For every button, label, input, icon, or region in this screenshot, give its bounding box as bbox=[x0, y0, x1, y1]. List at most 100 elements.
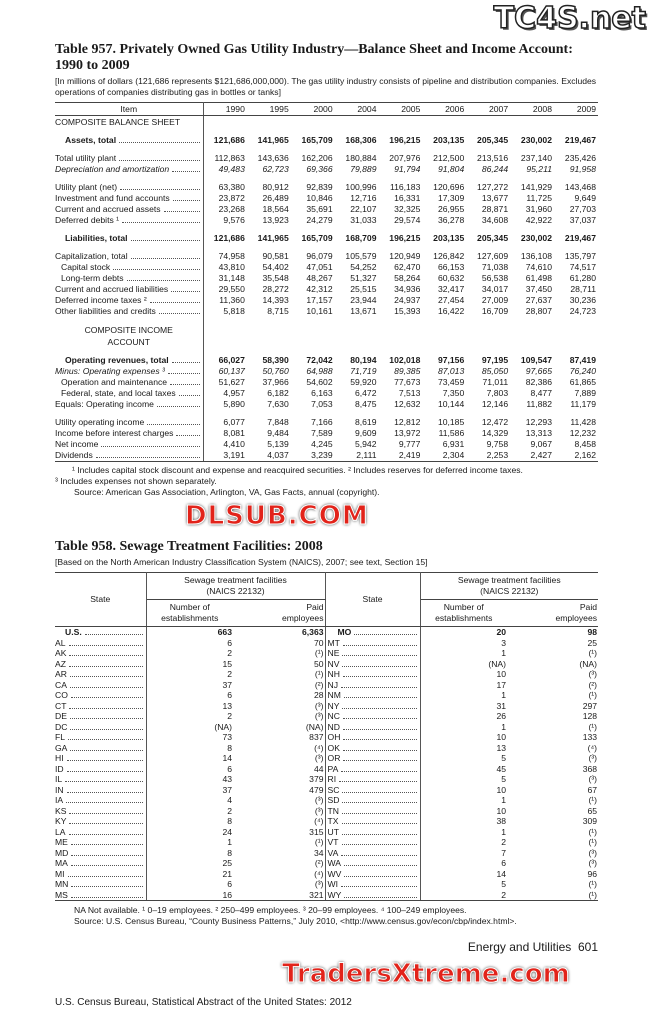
value-cell: 17,157 bbox=[306, 295, 333, 305]
leader-dots bbox=[341, 827, 417, 835]
value-cell: 61,280 bbox=[569, 273, 596, 283]
value-cell: 74,610 bbox=[525, 262, 552, 272]
value-cell bbox=[335, 116, 379, 129]
value-cell: 80,194 bbox=[350, 355, 377, 365]
label-with-leader: OK bbox=[328, 743, 420, 754]
value-cell: 42,312 bbox=[306, 284, 333, 294]
value-cell: 127,609 bbox=[477, 251, 509, 261]
value-cell: 17,309 bbox=[437, 193, 465, 203]
value-cell: 121,686 bbox=[213, 135, 245, 145]
value-cell: 100,996 bbox=[345, 182, 377, 192]
row-label-cell bbox=[55, 175, 204, 182]
table-958-footnote: NA Not available. ¹ 0–19 employees. ² 25… bbox=[74, 905, 467, 915]
row-label-cell: Dividends bbox=[55, 450, 204, 462]
leader-dots bbox=[178, 388, 200, 396]
value-cell: 8,458 bbox=[574, 439, 596, 449]
row-label: NJ bbox=[327, 679, 339, 690]
empty-cell bbox=[510, 146, 554, 153]
value-cell: 7,630 bbox=[267, 399, 289, 409]
empty-cell bbox=[554, 226, 598, 233]
leader-dots bbox=[69, 806, 143, 814]
row-label: WV bbox=[327, 868, 342, 879]
establishments-cell: 2 bbox=[227, 805, 232, 816]
state-cell: LA bbox=[55, 826, 147, 838]
value-cell bbox=[466, 324, 510, 348]
label-with-leader: TN bbox=[328, 806, 420, 817]
row-label: ND bbox=[327, 721, 340, 732]
value-cell: 16,422 bbox=[437, 306, 465, 316]
value-cell: 26,489 bbox=[262, 193, 289, 203]
label-with-leader: VT bbox=[328, 837, 420, 848]
value-cell: 36,278 bbox=[437, 215, 465, 225]
empty-cell bbox=[510, 244, 554, 251]
row-label-cell: Utility plant (net) bbox=[55, 182, 204, 193]
employees-cell: (¹) bbox=[507, 889, 599, 901]
group-header-left: Sewage treatment facilities (NAICS 22132… bbox=[146, 572, 326, 600]
row-label: VT bbox=[327, 837, 339, 847]
value-cell: 102,018 bbox=[389, 355, 421, 365]
value-cell: 230,002 bbox=[520, 135, 552, 145]
establishments-cell: 16 bbox=[146, 889, 233, 901]
label-with-leader: LA bbox=[55, 827, 145, 838]
row-label: AL bbox=[55, 637, 66, 648]
state-cell: CT bbox=[55, 700, 147, 711]
row-label-cell: Income before interest charges bbox=[55, 428, 204, 439]
label-with-leader: NM bbox=[328, 690, 420, 701]
table-row: MN 6 (³) WI 5 (¹) bbox=[55, 879, 598, 890]
value-cell: 11,882 bbox=[526, 399, 552, 409]
value-cell: 61,865 bbox=[569, 377, 596, 387]
row-label-cell: Deferred income taxes ² bbox=[55, 295, 204, 306]
value-cell: 49,483 bbox=[218, 164, 245, 174]
establishments-cell: 2 bbox=[227, 669, 232, 679]
label-with-leader: Total utility plant bbox=[55, 153, 202, 164]
state-cell: MI bbox=[55, 868, 147, 879]
leader-dots bbox=[342, 743, 417, 751]
value-cell: 4,245 bbox=[311, 439, 333, 449]
label-with-leader: OR bbox=[328, 753, 420, 764]
establishments-cell: 10 bbox=[496, 732, 507, 742]
value-cell: 141,965 bbox=[257, 233, 289, 243]
label-with-leader: Utility plant (net) bbox=[55, 182, 202, 193]
value-cell: 28,871 bbox=[481, 204, 509, 214]
empty-cell bbox=[554, 348, 598, 355]
label-with-leader: DE bbox=[55, 711, 145, 722]
row-label: Current and accrued assets bbox=[55, 204, 161, 214]
table-row: AK 2 (¹) NE 1 (¹) bbox=[55, 648, 598, 659]
publisher-line: U.S. Census Bureau, Statistical Abstract… bbox=[55, 997, 352, 1008]
label-with-leader: UT bbox=[328, 827, 420, 838]
value-cell: 5,139 bbox=[267, 439, 289, 449]
value-cell bbox=[422, 324, 466, 348]
value-cell: 5,942 bbox=[354, 439, 377, 449]
empty-cell bbox=[379, 348, 423, 355]
establishments-cell: (NA) bbox=[214, 721, 232, 732]
label-with-leader: TX bbox=[328, 816, 420, 827]
row-label: MN bbox=[55, 879, 69, 889]
empty-cell bbox=[203, 410, 247, 417]
value-cell: 116,183 bbox=[389, 182, 421, 192]
state-cell: ID bbox=[55, 763, 147, 774]
value-cell: 82,386 bbox=[525, 377, 552, 387]
value-cell: 2,162 bbox=[554, 450, 598, 462]
value-cell: 71,038 bbox=[481, 262, 509, 272]
spacer-row bbox=[55, 226, 598, 233]
label-with-leader: Utility operating income bbox=[55, 417, 202, 428]
spacer-row bbox=[55, 244, 598, 251]
establishments-cell: 5 bbox=[501, 753, 507, 763]
value-cell: 196,215 bbox=[389, 233, 421, 243]
establishments-cell: 13 bbox=[222, 700, 232, 711]
table-958-headnote: [Based on the North American Industry Cl… bbox=[55, 557, 428, 567]
label-with-leader: ME bbox=[55, 837, 145, 848]
leader-dots bbox=[343, 753, 417, 761]
leader-dots bbox=[341, 816, 417, 824]
label-with-leader: WI bbox=[328, 879, 420, 890]
table-row: Liabilities, total 121,686 141,965 165,709 1… bbox=[55, 233, 598, 244]
column-header-year: 2004 bbox=[334, 102, 379, 116]
employees-cell: 50 bbox=[233, 658, 326, 669]
employees-cell: 309 bbox=[582, 816, 598, 826]
leader-dots bbox=[344, 869, 417, 877]
establishments-cell: 1 bbox=[501, 690, 507, 700]
value-cell: 9,649 bbox=[574, 193, 596, 203]
value-cell bbox=[379, 324, 423, 348]
empty-cell bbox=[203, 175, 247, 182]
row-label-cell bbox=[55, 226, 204, 233]
